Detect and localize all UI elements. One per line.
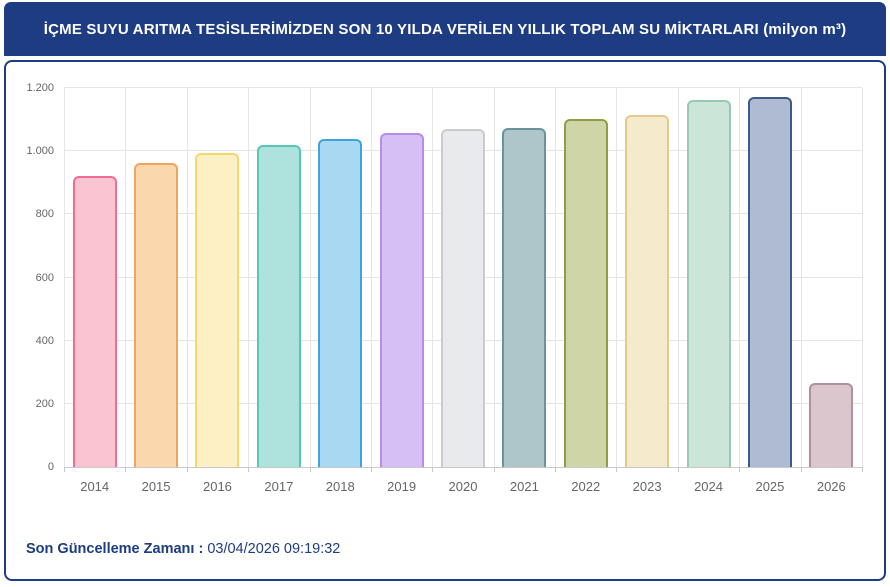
bar-2018[interactable]: [318, 139, 363, 467]
x-axis-tick: [64, 467, 65, 472]
x-axis-tick: [186, 467, 188, 472]
bar-2025[interactable]: [747, 97, 792, 467]
bar-2026[interactable]: [809, 383, 854, 467]
x-axis-tick: [370, 467, 372, 472]
y-axis-label: 1.200: [26, 82, 54, 94]
x-axis-tick: [125, 467, 127, 472]
x-gridline: [862, 88, 863, 467]
bar-2023[interactable]: [625, 115, 670, 467]
x-gridline: [125, 88, 127, 467]
x-gridline: [616, 88, 618, 467]
x-axis-tick: [309, 467, 311, 472]
x-axis-label-2019: 2019: [387, 479, 417, 494]
x-gridline: [739, 88, 741, 467]
y-axis-label: 200: [35, 397, 54, 410]
last-update-status: Son Güncelleme Zamanı : 03/04/2026 09:19…: [26, 541, 340, 557]
x-gridline: [186, 88, 188, 467]
x-gridline: [309, 88, 311, 467]
x-axis-tick: [555, 467, 557, 472]
bar-2015[interactable]: [134, 163, 179, 467]
x-axis-label-2015: 2015: [141, 479, 171, 494]
x-axis: 2014 2015 2016 2017 2018 2019 2020 2021 2022 2023…: [64, 479, 862, 499]
bar-2016[interactable]: [195, 153, 240, 467]
chart-card: 0 200 400 600 800 1.000 1.200 2014 2015 2016 2017…: [4, 60, 886, 581]
x-axis-tick: [739, 467, 741, 472]
bar-2014[interactable]: [72, 176, 117, 467]
x-gridline: [493, 88, 495, 467]
y-axis-label: 1.000: [26, 145, 54, 158]
x-axis-tick: [248, 467, 250, 472]
x-axis-tick: [677, 467, 679, 472]
last-update-separator: :: [194, 541, 208, 557]
y-axis: 0 200 400 600 800 1.000 1.200: [6, 82, 54, 473]
x-gridline: [800, 88, 802, 467]
x-gridline: [677, 88, 679, 467]
x-gridline: [370, 88, 372, 467]
x-axis-label-2014: 2014: [80, 479, 110, 494]
y-axis-label: 400: [35, 334, 54, 347]
x-axis-tick: [432, 467, 434, 472]
page-title: İÇME SUYU ARITMA TESİSLERİMİZDEN SON 10 …: [43, 20, 847, 38]
bar-2024[interactable]: [686, 100, 731, 467]
bar-2022[interactable]: [563, 118, 608, 467]
x-axis-tick: [616, 467, 618, 472]
chart-plot-area: [64, 87, 863, 472]
x-gridline: [555, 88, 557, 467]
x-axis-label-2016: 2016: [202, 479, 232, 494]
x-axis-label-2017: 2017: [264, 479, 294, 494]
bar-2020[interactable]: [441, 129, 485, 467]
x-axis-label-2023: 2023: [632, 479, 662, 494]
x-gridline: [432, 88, 434, 467]
last-update-value: 03/04/2026 09:19:32: [207, 541, 341, 557]
bar-2021[interactable]: [502, 128, 547, 467]
x-axis-label-2021: 2021: [509, 479, 539, 494]
x-axis-tick: [862, 467, 863, 472]
y-gridline: [64, 87, 862, 88]
x-gridline: [64, 88, 65, 467]
x-axis-label-2022: 2022: [571, 479, 601, 494]
chart-title-bar: İÇME SUYU ARITMA TESİSLERİMİZDEN SON 10 …: [4, 2, 886, 56]
y-axis-label: 0: [47, 461, 54, 473]
x-gridline: [248, 88, 250, 467]
x-axis-label-2025: 2025: [755, 479, 785, 494]
x-axis-label-2024: 2024: [694, 479, 723, 494]
x-axis-tick: [800, 467, 802, 472]
y-axis-label: 600: [35, 271, 54, 284]
x-axis-label-2018: 2018: [325, 479, 355, 494]
x-axis-tick: [493, 467, 495, 472]
bar-2017[interactable]: [256, 144, 301, 467]
bar-2019[interactable]: [379, 133, 424, 467]
last-update-label: Son Güncelleme Zamanı: [26, 541, 195, 557]
y-axis-label: 800: [35, 208, 54, 221]
x-axis-label-2026: 2026: [816, 479, 846, 494]
x-axis-label-2020: 2020: [448, 479, 478, 494]
